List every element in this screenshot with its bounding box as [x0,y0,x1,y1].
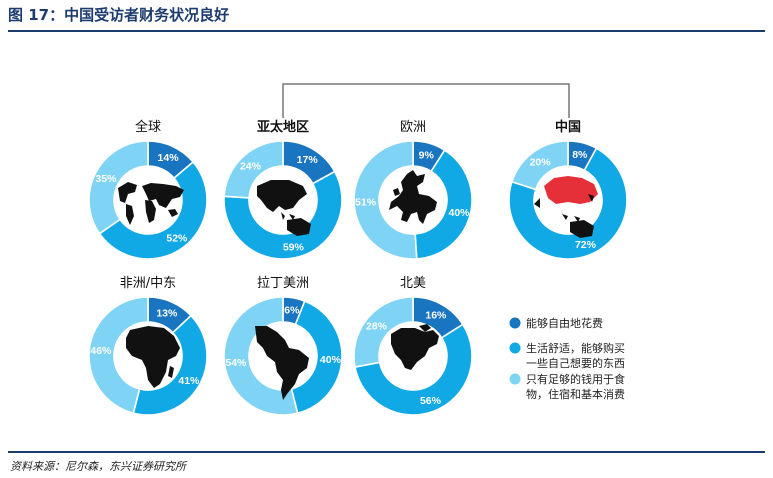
slice-percent-label: 41% [178,375,200,387]
north-america-map-icon [391,324,439,370]
slice-percent-label: 20% [530,157,552,169]
donut-5: 非洲/中东 13% 41% 46% [88,276,208,416]
donut-slice [353,296,414,368]
slice-percent-label: 40% [320,354,342,366]
region-label: 全球 [135,119,161,135]
donut-group: 全球 14% 52% 35% 亚太地区 17% 59% 24% 欧洲 9% 40% 51% 中国 8% 72… [88,119,628,416]
donut-1: 全球 14% 52% 35% [88,119,208,260]
footer-divider [8,451,765,453]
legend-label: 物，住宿和基本消费 [526,387,625,401]
legend-marker [509,342,521,354]
slice-percent-label: 13% [156,307,178,319]
world-map-icon [118,182,184,225]
slice-percent-label: 16% [425,309,447,321]
donut-2: 亚太地区 17% 59% 24% [223,119,343,260]
donut-slice [508,147,628,260]
slice-percent-label: 54% [225,357,247,369]
region-label: 亚太地区 [257,119,309,135]
donut-slice [354,323,473,416]
donut-slice [132,314,208,416]
donut-slice [414,149,473,260]
slice-percent-label: 46% [90,345,112,357]
slice-percent-label: 59% [283,241,305,253]
slice-percent-label: 52% [166,233,188,245]
slice-percent-label: 24% [240,160,262,172]
donut-slice [88,140,149,235]
asia-pacific-map-icon [257,180,311,236]
legend-marker [509,317,521,329]
slice-percent-label: 28% [366,321,388,333]
africa-map-icon [126,326,180,388]
legend-label: 只有足够的钱用于食 [526,372,625,386]
slice-percent-label: 6% [284,304,300,316]
slice-percent-label: 8% [572,149,588,161]
donut-6: 拉丁美洲 6% 40% 54% [223,276,343,416]
donut-slice [223,296,299,416]
region-label: 拉丁美洲 [257,276,309,291]
region-label: 北美 [400,276,426,291]
slice-percent-label: 51% [355,196,377,208]
donut-7: 北美 16% 56% 28% [353,276,473,416]
title-divider [8,30,765,32]
source-note: 资料来源：尼尔森，东兴证券研究所 [10,460,186,473]
donut-4: 中国 8% 72% 20% [508,119,628,260]
donut-slice [98,160,208,260]
slice-percent-label: 56% [420,395,442,407]
slice-percent-label: 35% [95,173,117,185]
donut-slice [510,140,569,191]
asia-china-connector [282,83,570,118]
donut-slice [290,300,343,415]
slice-percent-label: 17% [297,154,319,166]
donut-3: 欧洲 9% 40% 51% [353,120,473,260]
legend-label: 一些自己想要的东西 [526,356,625,370]
legend-label: 生活舒适，能够购买 [526,341,625,355]
legend-marker [509,373,521,385]
donut-slice [88,296,149,415]
europe-map-icon [389,170,437,224]
slice-percent-label: 40% [448,207,470,219]
region-label: 欧洲 [400,120,426,135]
slice-percent-label: 9% [419,149,435,161]
legend-label: 能够自由地花费 [526,316,603,330]
latin-america-map-icon [255,326,309,400]
slice-percent-label: 72% [575,239,597,251]
region-label: 非洲/中东 [120,276,176,291]
slice-percent-label: 14% [158,152,180,164]
figure-title: 图 17：中国受访者财务状况良好 [8,6,230,24]
donut-slice [223,140,284,199]
legend-entry: 能够自由地花费 [509,316,603,330]
legend: 能够自由地花费生活舒适，能够购买一些自己想要的东西只有足够的钱用于食物，住宿和基… [509,316,625,401]
donut-slice [353,140,418,260]
region-label: 中国 [555,119,581,135]
china-map-icon [544,176,598,204]
asia-neighbours-map-icon [534,194,594,238]
